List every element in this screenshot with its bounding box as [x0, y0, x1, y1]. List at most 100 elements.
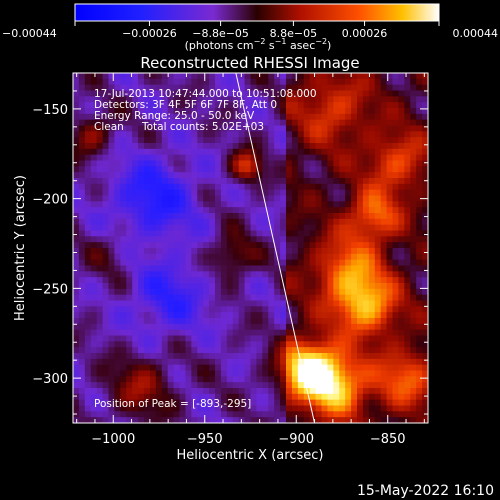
- heatmap-cell: [362, 96, 370, 103]
- heatmap-cell: [114, 259, 121, 267]
- heatmap-cell: [155, 376, 163, 383]
- heatmap-cell: [126, 172, 133, 179]
- heatmap-cell: [303, 417, 311, 423]
- heatmap-cell: [315, 335, 323, 342]
- heatmap-cell: [132, 376, 139, 383]
- heatmap-cell: [386, 84, 394, 92]
- heatmap-cell: [155, 277, 163, 284]
- heatmap-cell: [96, 119, 104, 127]
- heatmap-cell: [96, 370, 104, 377]
- heatmap-cell: [404, 253, 411, 261]
- heatmap-cell: [339, 259, 346, 267]
- heatmap-cell: [244, 102, 252, 109]
- heatmap-cell: [185, 96, 192, 103]
- heatmap-cell: [149, 242, 157, 249]
- heatmap-cell: [386, 160, 394, 167]
- heatmap-cell: [327, 259, 334, 267]
- heatmap-cell: [368, 201, 376, 208]
- heatmap-cell: [73, 306, 80, 313]
- heatmap-cell: [149, 323, 157, 331]
- heatmap-cell: [191, 411, 198, 418]
- heatmap-cell: [108, 102, 116, 109]
- heatmap-cell: [185, 294, 192, 302]
- heatmap-cell: [84, 335, 92, 342]
- heatmap-cell: [84, 376, 92, 383]
- heatmap-cell: [149, 230, 157, 237]
- heatmap-cell: [333, 253, 340, 261]
- heatmap-cell: [149, 405, 157, 412]
- heatmap-cell: [268, 178, 275, 185]
- heatmap-cell: [286, 323, 293, 331]
- footer-timestamp: 15-May-2022 16:10: [357, 483, 494, 499]
- heatmap-cell: [392, 230, 400, 237]
- heatmap-cell: [404, 388, 411, 395]
- heatmap-cell: [297, 96, 305, 103]
- heatmap-cell: [291, 154, 299, 162]
- heatmap-cell: [120, 172, 127, 179]
- heatmap-cell: [374, 154, 382, 162]
- heatmap-cell: [203, 96, 210, 103]
- heatmap-cell: [96, 236, 104, 243]
- heatmap-cell: [132, 364, 139, 372]
- heatmap-cell: [286, 96, 293, 103]
- heatmap-cell: [215, 335, 222, 342]
- heatmap-cell: [203, 411, 210, 418]
- heatmap-cell: [315, 248, 323, 255]
- heatmap-cell: [132, 335, 139, 342]
- heatmap-cell: [185, 358, 192, 366]
- heatmap-cell: [303, 183, 311, 191]
- heatmap-cell: [179, 405, 187, 412]
- heatmap-cell: [386, 306, 394, 313]
- heatmap-cell: [215, 288, 222, 296]
- heatmap-cell: [362, 382, 370, 389]
- heatmap-cell: [321, 183, 329, 191]
- heatmap-cell: [274, 335, 281, 342]
- heatmap-cell: [73, 358, 80, 366]
- plot-frame: [72, 72, 429, 424]
- heatmap-cell: [226, 113, 234, 121]
- heatmap-cell: [380, 131, 388, 138]
- heatmap-cell: [209, 283, 216, 290]
- heatmap-cell: [368, 119, 376, 127]
- heatmap-cell: [380, 236, 388, 243]
- heatmap-cell: [114, 131, 121, 138]
- heatmap-cell: [185, 323, 192, 331]
- heatmap-cell: [357, 417, 364, 423]
- heatmap-cell: [380, 417, 388, 423]
- heatmap-cell: [226, 353, 234, 360]
- heatmap-cell: [309, 125, 317, 132]
- heatmap-cell: [226, 388, 234, 395]
- heatmap-cell: [144, 353, 151, 360]
- heatmap-cell: [138, 370, 145, 377]
- heatmap-cell: [138, 230, 145, 237]
- heatmap-cell: [303, 288, 311, 296]
- heatmap-cell: [173, 178, 181, 185]
- heatmap-cell: [368, 73, 376, 80]
- heatmap-cell: [404, 148, 411, 156]
- heatmap-cell: [120, 417, 127, 423]
- heatmap-cell: [226, 201, 234, 208]
- heatmap-cell: [268, 259, 275, 267]
- heatmap-cell: [357, 294, 364, 302]
- heatmap-cell: [268, 113, 275, 121]
- heatmap-cell: [102, 108, 110, 115]
- heatmap-cell: [73, 108, 80, 115]
- heatmap-cell: [155, 393, 163, 401]
- heatmap-cell: [345, 364, 352, 372]
- heatmap-cell: [173, 248, 181, 255]
- heatmap-cell: [203, 329, 210, 337]
- heatmap-cell: [244, 236, 252, 243]
- heatmap-cell: [303, 213, 311, 220]
- heatmap-cell: [327, 405, 334, 412]
- heatmap-cell: [309, 341, 317, 348]
- heatmap-cell: [161, 283, 169, 290]
- heatmap-cell: [90, 207, 98, 214]
- heatmap-cell: [422, 288, 428, 296]
- heatmap-cell: [144, 178, 151, 185]
- heatmap-cell: [209, 143, 216, 150]
- heatmap-cell: [303, 73, 311, 80]
- heatmap-cell: [132, 306, 139, 313]
- heatmap-cell: [327, 242, 334, 249]
- heatmap-cell: [191, 353, 198, 360]
- heatmap-cell: [315, 353, 323, 360]
